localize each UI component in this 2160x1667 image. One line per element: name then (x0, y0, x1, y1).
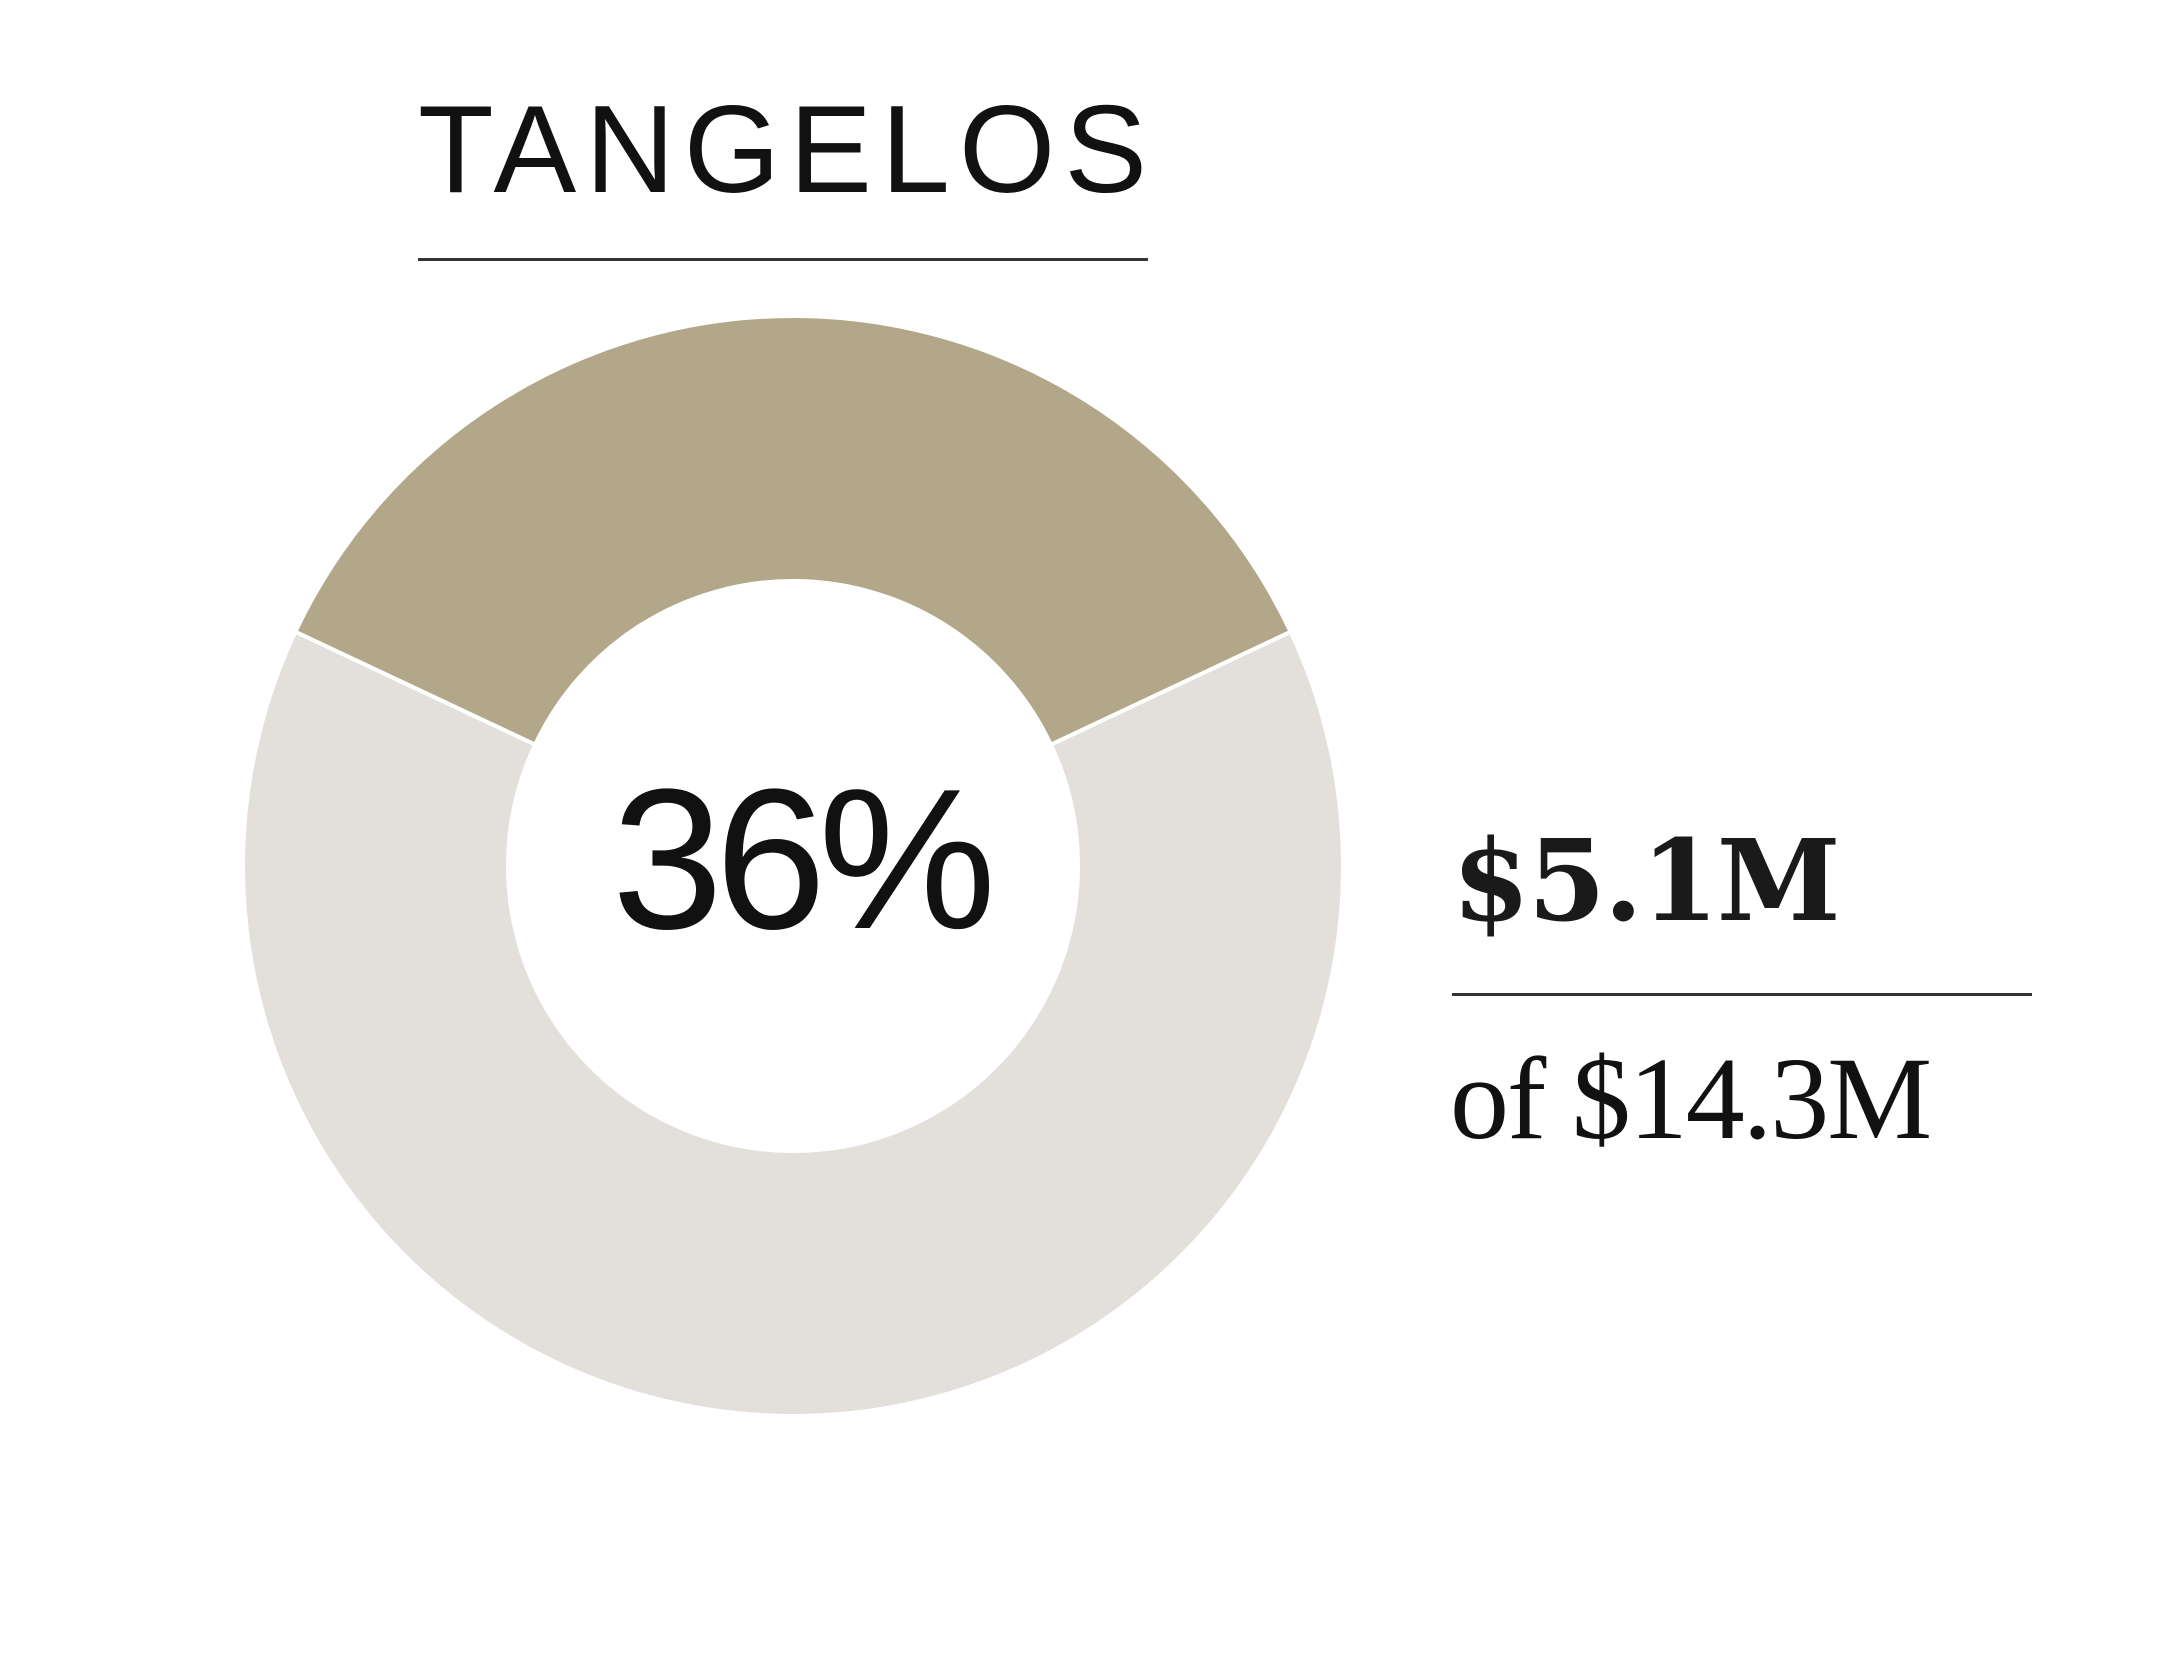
amount-divider (1452, 993, 2032, 996)
donut-slice-highlight (292, 314, 1294, 748)
amount-label: $5.1M (1452, 816, 1841, 947)
title-underline (418, 258, 1148, 261)
chart-title: TANGELOS (418, 81, 1157, 219)
total-label: of $14.3M (1450, 1033, 1932, 1164)
center-percent-label: 36% (611, 748, 996, 971)
donut-slice-remainder (241, 629, 1345, 1419)
